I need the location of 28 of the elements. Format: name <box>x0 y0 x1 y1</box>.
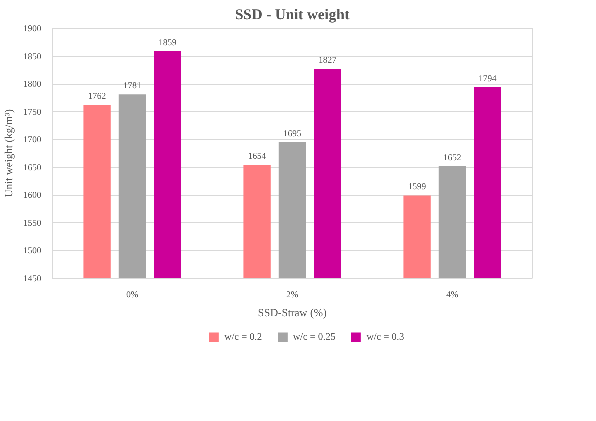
x-tick-label: 0% <box>126 290 139 300</box>
data-label: 1599 <box>408 182 427 192</box>
data-label: 1695 <box>284 128 302 138</box>
y-tick-label: 1750 <box>24 106 42 117</box>
y-tick-label: 1800 <box>24 79 42 90</box>
x-tick-label: 2% <box>286 290 299 300</box>
data-label: 1859 <box>158 37 178 48</box>
y-tick-label: 1500 <box>24 246 42 256</box>
data-label: 1827 <box>318 55 338 66</box>
chart-title: SSD - Unit weight <box>235 8 350 24</box>
y-tick-label: 1450 <box>24 274 42 284</box>
y-tick-label: 1900 <box>24 24 42 34</box>
data-label: 1794 <box>478 73 498 84</box>
data-label: 1781 <box>124 80 142 91</box>
y-axis-title: Unit weight (kg/m³) <box>4 109 16 198</box>
y-tick-label: 1600 <box>24 190 42 200</box>
y-tick-label: 1650 <box>24 162 42 172</box>
y-tick-label: 1550 <box>24 218 42 228</box>
data-label: 1652 <box>444 152 462 162</box>
x-axis-title: SSD-Straw (%) <box>258 308 328 320</box>
legend-label: w/c = 0.3 <box>366 332 404 342</box>
y-tick-label: 1700 <box>24 134 42 145</box>
legend-label: w/c = 0.2 <box>224 332 262 342</box>
data-label: 1762 <box>88 91 106 102</box>
data-label: 1654 <box>248 151 267 162</box>
x-tick-label: 4% <box>446 290 459 300</box>
legend-label: w/c = 0.25 <box>293 332 336 342</box>
y-tick-label: 1850 <box>24 51 42 62</box>
